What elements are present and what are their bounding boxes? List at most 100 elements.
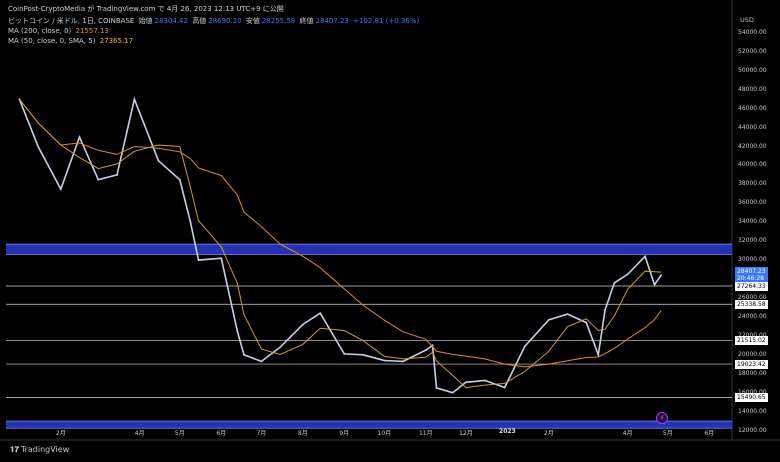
level-price-tag: 21515.02 xyxy=(735,336,768,346)
price-point xyxy=(435,387,438,389)
high-label: 高値 xyxy=(192,17,207,25)
y-tick-label: 12000.00 xyxy=(738,426,767,434)
open-value: 28304.42 xyxy=(154,17,188,25)
tradingview-logo[interactable]: 𝟏𝟕 TradingView xyxy=(10,445,69,455)
price-tag-value: 19023.42 xyxy=(737,361,766,369)
level-price-tag: 27264.33 xyxy=(735,282,768,292)
x-tick-label: 4月 xyxy=(134,430,145,437)
x-tick-label: 2023 xyxy=(499,428,516,435)
lightning-icon[interactable]: ⚡ xyxy=(656,412,668,424)
high-value: 28690.20 xyxy=(208,17,242,25)
y-tick-label: 16000.00 xyxy=(738,388,767,396)
price-point xyxy=(644,255,646,258)
symbol-legend: ビットコイン / 米ドル, 1日, COINBASE 始値 28304.42 高値… xyxy=(8,16,421,26)
y-tick-label: 50000.00 xyxy=(738,66,767,74)
price-point xyxy=(660,274,663,277)
price-point xyxy=(236,330,239,333)
low-label: 安値 xyxy=(245,17,260,25)
x-tick-label: 4月 xyxy=(622,430,633,437)
close-label: 終値 xyxy=(299,17,314,25)
close-value: 28407.23 xyxy=(315,17,349,25)
y-tick-label: 32000.00 xyxy=(738,237,767,245)
price-point xyxy=(626,273,629,276)
price-tag-value: 15490.65 xyxy=(737,394,766,402)
price-point xyxy=(604,309,606,312)
price-point xyxy=(78,136,81,138)
symbol-name: ビットコイン / 米ドル, 1日, COINBASE xyxy=(8,17,135,25)
price-point xyxy=(97,178,100,181)
y-tick-label: 36000.00 xyxy=(738,199,767,207)
price-point xyxy=(59,188,62,191)
x-tick-label: 6月 xyxy=(216,430,227,437)
x-tick-label: 6月 xyxy=(704,430,715,437)
price-point xyxy=(279,346,281,349)
y-tick-label: 20000.00 xyxy=(738,350,767,358)
change-value: +102.81 (+0.36%) xyxy=(353,17,420,25)
price-point xyxy=(260,360,263,363)
price-point xyxy=(424,349,427,351)
price-tag-value: 25338.58 xyxy=(737,301,766,309)
y-tick-label: 44000.00 xyxy=(738,123,767,131)
price-point xyxy=(585,321,588,324)
brand-text: TradingView xyxy=(20,445,70,454)
level-price-tag: 15490.65 xyxy=(735,393,768,403)
ma50-label: MA (50, close, 0, SMA, 5) xyxy=(8,37,96,45)
price-point xyxy=(547,318,550,321)
y-tick-label: 30000.00 xyxy=(738,256,767,264)
y-tick-label: 40000.00 xyxy=(738,161,767,169)
x-tick-label: 2月 xyxy=(55,430,66,437)
price-point xyxy=(220,257,223,260)
price-point xyxy=(523,345,526,348)
price-point xyxy=(197,259,200,262)
price-series-line xyxy=(18,96,662,394)
price-point xyxy=(362,353,364,356)
current-price-tag: 28407.23 20:46:28 xyxy=(735,267,768,284)
publish-info: CoinPost-CryptoMedia が TradingView.com で… xyxy=(8,4,286,14)
price-point xyxy=(178,178,181,181)
x-tick-label: 5月 xyxy=(662,430,673,437)
publish-info-text: CoinPost-CryptoMedia が TradingView.com で… xyxy=(8,5,284,13)
price-point xyxy=(402,360,404,363)
y-tick-label: 18000.00 xyxy=(738,369,767,377)
price-point xyxy=(465,381,467,384)
price-point xyxy=(503,386,506,389)
x-tick-label: 10月 xyxy=(377,430,392,437)
price-point xyxy=(343,352,346,355)
countdown-value: 20:46:28 xyxy=(737,275,764,283)
ma200-label: MA (200, close, 0) xyxy=(8,27,72,35)
y-tick-label: 52000.00 xyxy=(738,47,767,55)
y-tick-label: 46000.00 xyxy=(738,104,767,112)
ma50-value: 27365.17 xyxy=(99,37,134,45)
tv-logo-icon: 𝟏𝟕 xyxy=(10,445,19,454)
resistance-zone-0 xyxy=(6,244,732,255)
price-point xyxy=(319,312,322,315)
ma200-legend[interactable]: MA (200, close, 0) 21557.13 xyxy=(8,27,111,35)
price-point xyxy=(597,353,600,356)
y-tick-label: 38000.00 xyxy=(738,180,767,188)
y-tick-label: 48000.00 xyxy=(738,85,767,93)
x-tick-label: 11月 xyxy=(418,430,433,437)
y-tick-label: 14000.00 xyxy=(738,407,767,415)
price-point xyxy=(37,145,39,148)
x-tick-label: 9月 xyxy=(339,430,350,437)
ma200-value: 21557.13 xyxy=(75,27,109,35)
x-tick-label: 5月 xyxy=(174,430,185,437)
ma50-line xyxy=(19,98,662,389)
price-point xyxy=(133,98,136,101)
currency-label: USD xyxy=(740,16,754,24)
x-tick-label: 8月 xyxy=(297,430,308,437)
level-price-tag: 19023.42 xyxy=(735,360,768,370)
price-point xyxy=(566,313,569,315)
price-tag-value: 27264.33 xyxy=(737,283,766,291)
price-point xyxy=(301,323,304,326)
y-tick-label: 22000.00 xyxy=(738,331,767,339)
y-tick-label: 26000.00 xyxy=(738,294,767,301)
x-tick-label: 2月 xyxy=(543,430,554,437)
x-tick-label: 12月 xyxy=(459,430,473,437)
y-tick-label: 54000.00 xyxy=(738,28,767,36)
ma50-legend[interactable]: MA (50, close, 0, SMA, 5) 27365.17 xyxy=(8,37,135,45)
price-point xyxy=(116,174,118,176)
price-point xyxy=(451,391,454,394)
y-tick-label: 34000.00 xyxy=(738,218,767,226)
